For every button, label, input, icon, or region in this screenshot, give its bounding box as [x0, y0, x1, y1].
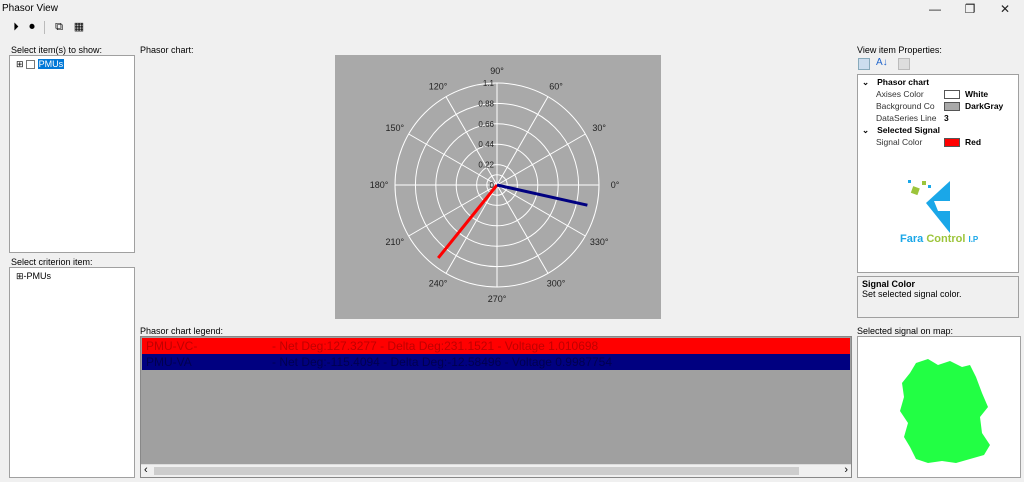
- property-grid[interactable]: ⌄ Phasor chart Axises Color White Backgrou…: [857, 74, 1019, 273]
- items-label: Select item(s) to show:: [11, 45, 103, 55]
- maximize-button[interactable]: ❐: [964, 2, 976, 16]
- property-pages-icon[interactable]: [898, 58, 910, 70]
- chart-label: Phasor chart:: [140, 45, 194, 55]
- angle-tick-label: 30°: [592, 123, 606, 133]
- angle-spoke: [445, 96, 498, 186]
- radial-tick-label: 0.44: [478, 140, 494, 149]
- category-phasor-chart[interactable]: ⌄ Phasor chart: [862, 77, 930, 87]
- sort-alpha-icon[interactable]: A↓: [876, 57, 888, 68]
- scroll-right-icon[interactable]: ›: [844, 464, 848, 476]
- prop-axises-color[interactable]: Axises Color White: [876, 89, 989, 100]
- legend-name: PMU-VC-: [146, 339, 198, 353]
- angle-spoke: [496, 184, 549, 274]
- map-panel: [857, 336, 1021, 478]
- phasor-pmu-va: [496, 183, 588, 207]
- radial-tick-label: 0.66: [478, 120, 494, 129]
- fara-control-logo: [898, 175, 978, 235]
- scroll-left-icon[interactable]: ‹: [144, 464, 148, 476]
- save-icon[interactable]: ▦: [73, 21, 85, 33]
- angle-tick-label: 0°: [611, 180, 620, 190]
- minimize-button[interactable]: —: [929, 2, 941, 16]
- expand-icon[interactable]: ⊞: [16, 59, 24, 69]
- close-button[interactable]: ✕: [999, 2, 1011, 16]
- tree-node-label: PMUs: [37, 59, 65, 69]
- germany-map: [900, 359, 990, 463]
- criterion-tree[interactable]: ⊞-PMUs: [9, 267, 135, 478]
- map-label: Selected signal on map:: [857, 326, 954, 336]
- category-selected-signal[interactable]: ⌄ Selected Signal: [862, 125, 940, 135]
- angle-spoke: [408, 133, 498, 186]
- checkbox[interactable]: [26, 60, 36, 70]
- legend-panel: PMU-VC- - Net Deg:127.3277 - Delta Deg:2…: [140, 336, 852, 478]
- categorized-icon[interactable]: [858, 58, 870, 70]
- angle-tick-label: 180°: [370, 180, 389, 190]
- tree-node-pmus[interactable]: ⊞-PMUs: [16, 271, 52, 281]
- legend-name: PMU-VA: [146, 355, 192, 369]
- angle-tick-label: 270°: [488, 294, 507, 304]
- radial-tick-label: 0: [490, 181, 495, 190]
- export-icon[interactable]: ⧉: [55, 21, 63, 33]
- properties-label: View item Properties:: [857, 45, 942, 55]
- logo-graphic: [908, 180, 950, 233]
- description-text: Set selected signal color.: [862, 289, 962, 299]
- radial-tick-label: 1.1: [483, 79, 495, 88]
- angle-tick-label: 120°: [429, 81, 448, 91]
- tree-node-pmus[interactable]: ⊞ PMUs: [16, 59, 65, 70]
- angle-tick-label: 90°: [490, 66, 504, 76]
- angle-tick-label: 150°: [385, 123, 404, 133]
- angle-tick-label: 300°: [547, 279, 566, 289]
- scrollbar-thumb[interactable]: [154, 467, 799, 475]
- angle-tick-label: 210°: [385, 237, 404, 247]
- map-region[interactable]: [900, 359, 990, 463]
- phasor-chart: 0° 30° 60° 90° 120° 150° 180° 210° 240° 270° 300° 3…: [335, 55, 661, 319]
- tree-node-label: PMUs: [26, 271, 52, 281]
- window-title: Phasor View: [2, 3, 58, 14]
- legend-row-pmu-va[interactable]: PMU-VA - Net Deg:-115.4094 - Delta Deg:-…: [142, 354, 850, 370]
- legend-text: - Net Deg:-115.4094 - Delta Deg:-12.5849…: [272, 355, 613, 369]
- legend-label: Phasor chart legend:: [140, 326, 224, 336]
- horizontal-scrollbar[interactable]: ‹ ›: [141, 464, 851, 477]
- angle-tick-label: 240°: [429, 279, 448, 289]
- phasor-pmu-vc: [437, 184, 499, 259]
- radial-tick-label: 0.88: [478, 99, 494, 108]
- legend-text: - Net Deg:127.3277 - Delta Deg:231.1521 …: [272, 339, 599, 353]
- prop-signal-color[interactable]: Signal Color Red: [876, 137, 982, 148]
- property-description: Signal Color Set selected signal color.: [857, 276, 1019, 318]
- logo-text: Fara Control I.P: [900, 233, 979, 245]
- play-icon[interactable]: ⏵: [13, 21, 19, 33]
- description-title: Signal Color: [862, 279, 916, 289]
- radial-tick-label: 0.22: [478, 161, 494, 170]
- prop-background-color[interactable]: Background Co DarkGray: [876, 101, 1004, 112]
- legend-row-pmu-vc[interactable]: PMU-VC- - Net Deg:127.3277 - Delta Deg:2…: [142, 338, 850, 354]
- toolbar-separator: [44, 21, 45, 34]
- angle-spoke: [496, 133, 586, 186]
- items-tree[interactable]: ⊞ PMUs: [9, 55, 135, 253]
- prop-dataseries-line[interactable]: DataSeries Line 3: [876, 113, 949, 123]
- stop-icon[interactable]: ⏺: [29, 21, 35, 33]
- angle-spoke: [496, 96, 549, 186]
- expand-icon[interactable]: ⊞: [16, 271, 24, 281]
- angle-tick-label: 330°: [590, 237, 609, 247]
- angle-spoke: [496, 184, 586, 237]
- criterion-label: Select criterion item:: [11, 257, 93, 267]
- angle-tick-label: 60°: [549, 81, 563, 91]
- angle-spoke: [445, 184, 498, 274]
- angle-spoke: [408, 184, 498, 237]
